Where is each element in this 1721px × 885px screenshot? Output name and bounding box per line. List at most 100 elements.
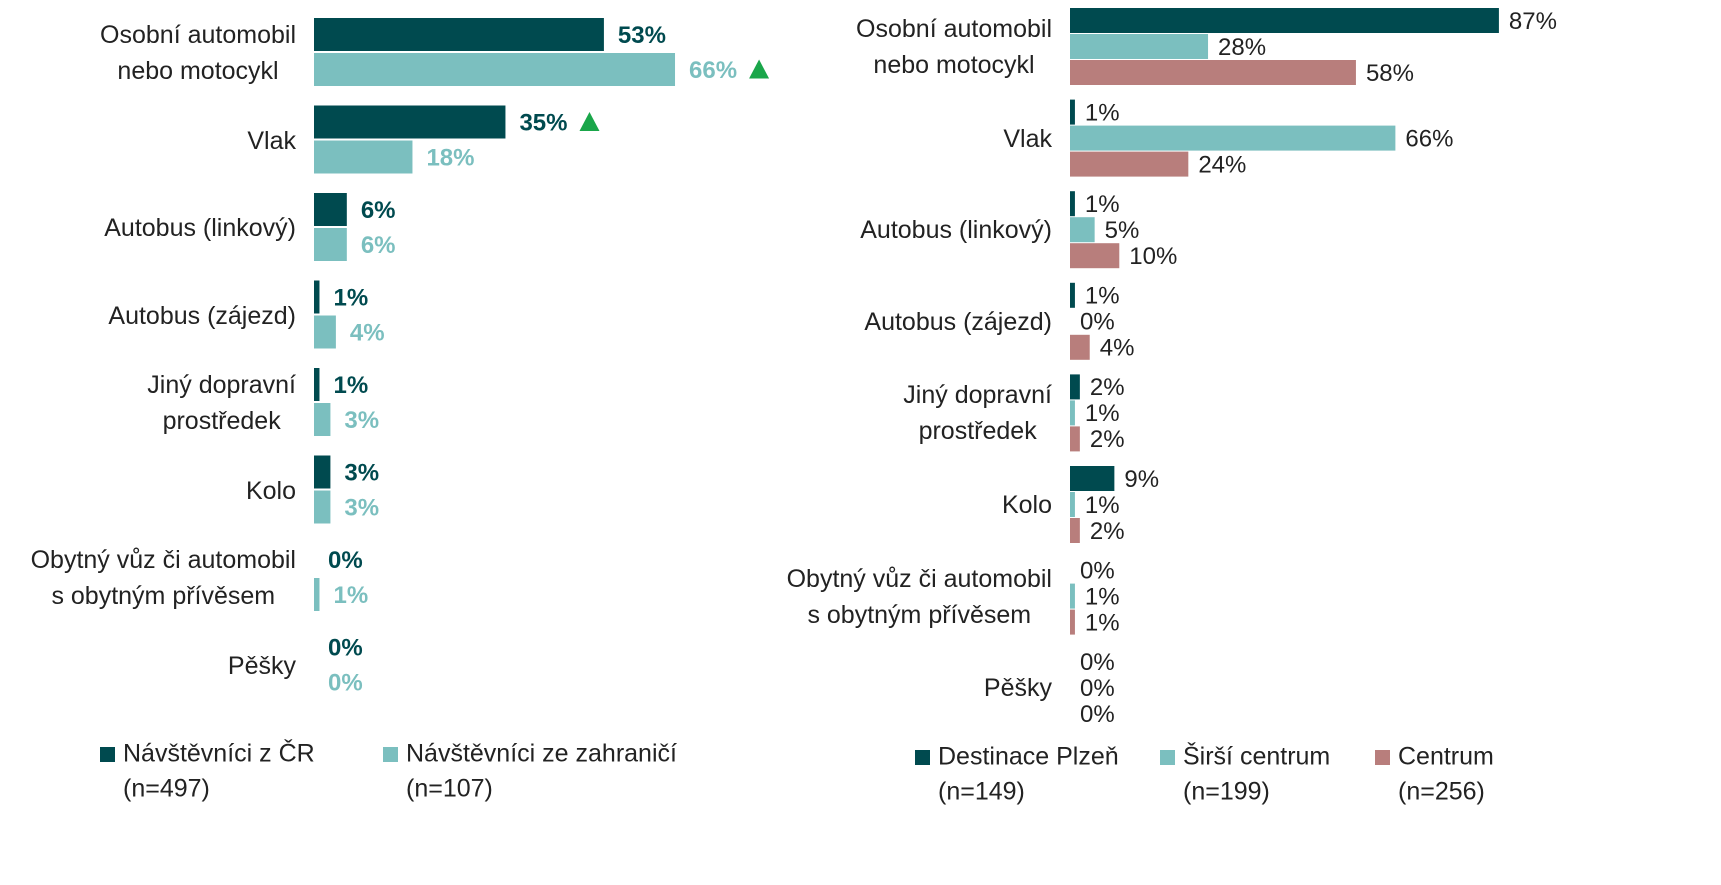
significance-marker — [579, 112, 600, 131]
value-label: 10% — [1129, 243, 1177, 270]
value-label: 5% — [1105, 217, 1140, 244]
value-label: 1% — [1085, 492, 1120, 519]
value-label: 3% — [344, 459, 379, 486]
bar — [1070, 609, 1075, 635]
category-label: Osobní automobil nebo motocykl — [100, 21, 296, 85]
value-label: 1% — [1085, 283, 1120, 310]
bar — [314, 455, 331, 489]
bar — [1070, 492, 1075, 517]
significance-marker — [749, 59, 770, 79]
category-label: Vlak — [247, 126, 296, 155]
category-label: Jiný dopravní prostředek — [147, 371, 296, 435]
bar — [1070, 400, 1075, 426]
bar — [1070, 466, 1115, 491]
bar — [1070, 125, 1396, 151]
value-label: 58% — [1366, 60, 1414, 87]
value-label: 53% — [618, 22, 666, 49]
category-label: Kolo — [1001, 491, 1052, 519]
bar — [1070, 282, 1075, 308]
bar — [1070, 60, 1356, 85]
value-label: 3% — [344, 494, 379, 521]
legend-swatch — [100, 747, 115, 762]
value-label: 2% — [1090, 374, 1125, 401]
value-label: 6% — [361, 232, 396, 259]
bar — [1070, 99, 1075, 125]
value-label: 24% — [1198, 151, 1246, 178]
value-label: 0% — [1080, 649, 1115, 676]
bar — [1070, 8, 1499, 33]
category-label: Autobus (linkový) — [860, 216, 1052, 245]
value-label: 9% — [1124, 466, 1159, 493]
bar — [314, 280, 320, 314]
value-label: 1% — [1085, 99, 1120, 126]
bar — [1070, 374, 1080, 400]
legend-swatch — [383, 747, 398, 762]
legend-label: Širší centrum — [1183, 742, 1330, 771]
bar — [314, 368, 320, 401]
category-label: Kolo — [245, 476, 296, 505]
value-label: 1% — [1085, 583, 1120, 610]
legend-n: (n=497) — [123, 775, 210, 803]
bar — [1070, 583, 1075, 609]
value-label: 1% — [1085, 400, 1120, 427]
bar — [314, 53, 676, 86]
value-label: 4% — [1100, 335, 1135, 362]
bar — [1070, 426, 1080, 452]
bar — [1070, 243, 1120, 269]
value-label: 4% — [350, 319, 385, 346]
value-label: 0% — [328, 634, 363, 661]
bar — [314, 578, 320, 611]
value-label: 0% — [1080, 701, 1115, 728]
value-label: 2% — [1090, 518, 1125, 545]
bar — [1070, 34, 1209, 59]
bar — [1070, 191, 1075, 217]
value-label: 1% — [1085, 191, 1120, 218]
bar — [314, 403, 331, 436]
value-label: 1% — [333, 582, 368, 609]
category-label: Osobní automobil nebo motocykl — [856, 15, 1052, 79]
value-label: 87% — [1509, 8, 1557, 35]
value-label: 0% — [1080, 557, 1115, 584]
category-label: Pěšky — [227, 651, 296, 680]
bar — [314, 490, 331, 524]
value-label: 1% — [333, 284, 368, 311]
category-label: Pěšky — [983, 674, 1052, 703]
value-label: 2% — [1090, 426, 1125, 453]
value-label: 0% — [328, 547, 363, 574]
bar — [314, 140, 413, 174]
bar — [1070, 151, 1189, 177]
category-label: Autobus (linkový) — [104, 214, 296, 242]
category-label: Autobus (zájezd) — [864, 307, 1052, 336]
legend-n: (n=107) — [406, 775, 493, 803]
bar — [314, 18, 604, 51]
bar — [1070, 518, 1080, 543]
legend-label: Návštěvníci ze zahraničí — [406, 740, 677, 768]
legend-n: (n=199) — [1183, 778, 1270, 806]
value-label: 66% — [689, 57, 737, 84]
bar — [314, 315, 336, 349]
category-label: Obytný vůz či automobil s obytným přívěs… — [30, 546, 296, 610]
legend-swatch — [1375, 750, 1390, 765]
value-label: 28% — [1218, 34, 1266, 61]
legend-swatch — [915, 750, 930, 765]
legend-swatch — [1160, 750, 1175, 765]
value-label: 0% — [1080, 675, 1115, 702]
value-label: 1% — [333, 372, 368, 399]
category-label: Obytný vůz či automobil s obytným přívěs… — [786, 564, 1052, 629]
bar — [314, 105, 506, 139]
bar — [1070, 334, 1090, 360]
legend-n: (n=149) — [938, 778, 1025, 806]
bar — [314, 228, 347, 261]
value-label: 1% — [1085, 609, 1120, 636]
value-label: 6% — [361, 197, 396, 224]
legend-label: Destinace Plzeň — [938, 743, 1119, 771]
value-label: 18% — [426, 144, 474, 171]
bar — [1070, 217, 1095, 243]
category-label: Vlak — [1003, 124, 1052, 153]
bar — [314, 193, 347, 226]
value-label: 66% — [1405, 125, 1453, 152]
legend-label: Centrum — [1398, 743, 1494, 771]
legend-n: (n=256) — [1398, 778, 1485, 806]
